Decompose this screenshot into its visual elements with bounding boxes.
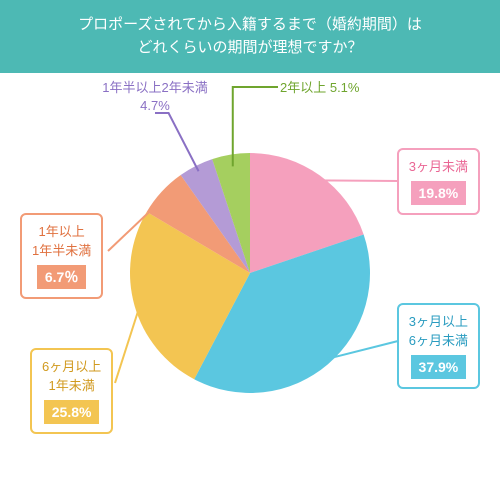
label-1y6m-2y: 1年半以上2年未満 4.7% bbox=[85, 79, 225, 115]
callout-6m-1y-l2: 1年未満 bbox=[42, 377, 101, 396]
callout-3-6m-pct: 37.9% bbox=[411, 355, 467, 379]
callout-6m-1y-pct: 25.8% bbox=[44, 400, 100, 424]
label-1y6m-2y-text: 1年半以上2年未満 bbox=[85, 79, 225, 97]
label-2y-plus: 2年以上 5.1% bbox=[280, 79, 359, 97]
pie-chart bbox=[130, 153, 370, 393]
callout-3m-label: 3ヶ月未満 bbox=[409, 158, 468, 177]
callout-6m-1y: 6ヶ月以上 1年未満 25.8% bbox=[30, 348, 113, 434]
callout-1y-1y6m-pct: 6.7％ bbox=[37, 265, 86, 289]
callout-3-6m-l2: 6ヶ月未満 bbox=[409, 332, 468, 351]
callout-3-6m: 3ヶ月以上 6ヶ月未満 37.9% bbox=[397, 303, 480, 389]
callout-1y-1y6m-l2: 1年半未満 bbox=[32, 242, 91, 261]
chart-title: プロポーズされてから入籍するまで（婚約期間）は どれくらいの期間が理想ですか？ bbox=[0, 0, 500, 73]
callout-3-6m-l1: 3ヶ月以上 bbox=[409, 313, 468, 332]
callout-3m: 3ヶ月未満 19.8% bbox=[397, 148, 480, 215]
callout-1y-1y6m: 1年以上 1年半未満 6.7％ bbox=[20, 213, 103, 299]
callout-3m-pct: 19.8% bbox=[411, 181, 467, 205]
callout-1y-1y6m-l1: 1年以上 bbox=[32, 223, 91, 242]
label-2y-plus-text: 2年以上 5.1% bbox=[280, 80, 359, 95]
chart-area: 1年半以上2年未満 4.7% 2年以上 5.1% 3ヶ月未満 19.8% 3ヶ月… bbox=[0, 73, 500, 493]
callout-6m-1y-l1: 6ヶ月以上 bbox=[42, 358, 101, 377]
label-1y6m-2y-pct: 4.7% bbox=[85, 97, 225, 115]
title-text: プロポーズされてから入籍するまで（婚約期間）は どれくらいの期間が理想ですか？ bbox=[78, 16, 422, 56]
